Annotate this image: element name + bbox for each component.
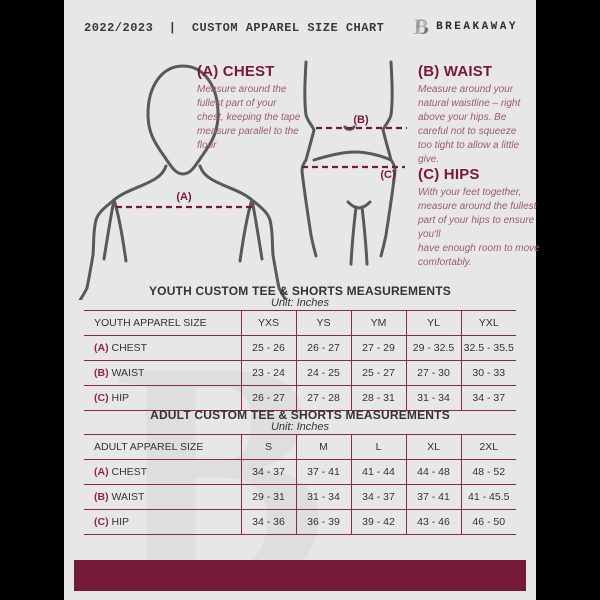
svg-text:(A): (A) <box>176 191 192 203</box>
svg-text:(C): (C) <box>380 169 396 181</box>
svg-text:B: B <box>414 15 429 39</box>
svg-text:(B): (B) <box>353 114 369 126</box>
